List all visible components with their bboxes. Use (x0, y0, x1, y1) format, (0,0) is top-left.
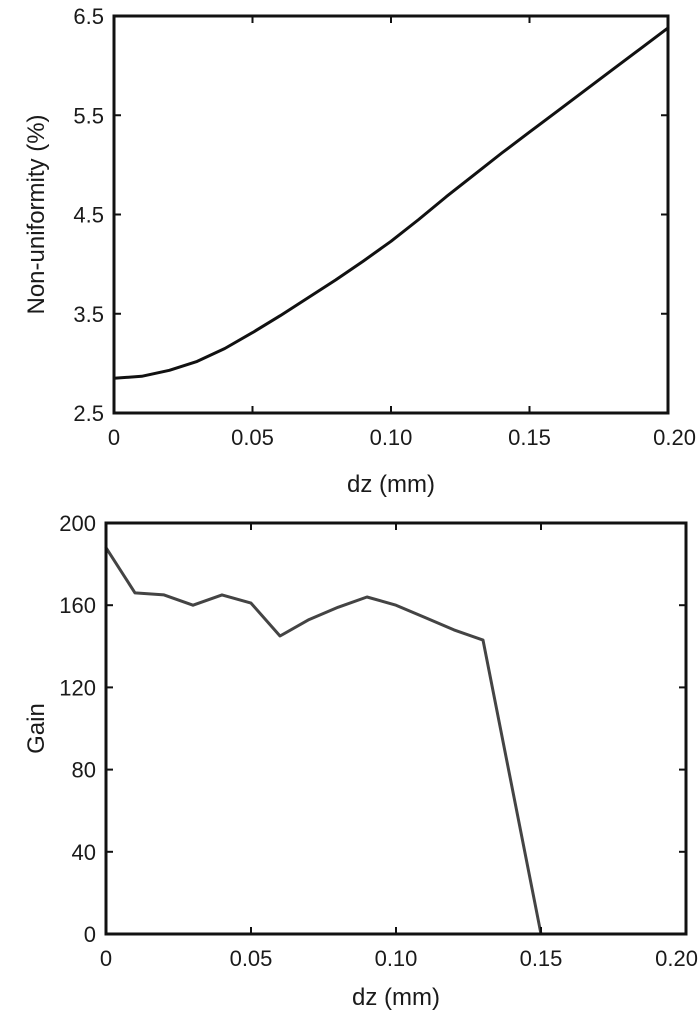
top-y-tick-label: 3.5 (73, 302, 104, 327)
bottom-x-axis-label: dz (mm) (352, 984, 440, 1011)
bottom-x-tick-label: 0.15 (520, 946, 563, 971)
bottom-y-tick-label: 80 (72, 758, 96, 783)
top-x-axis-label: dz (mm) (347, 471, 435, 498)
bottom-y-tick-label: 120 (59, 675, 96, 700)
top-x-tick-label: 0.15 (508, 425, 551, 450)
bottom-y-tick-label: 160 (59, 593, 96, 618)
bottom-x-tick-label: 0 (100, 946, 112, 971)
bottom-x-tick-label: 0.05 (230, 946, 273, 971)
bottom-x-tick-label: 0.10 (375, 946, 418, 971)
bottom-y-tick-label: 40 (72, 840, 96, 865)
top-x-tick-label: 0 (108, 425, 120, 450)
bottom-series-line-0 (104, 546, 543, 936)
top-x-tick-label: 0.10 (370, 425, 413, 450)
bottom-panel: 0 0.05 0.10 0.15 0.20 0 40 80 120 160 200 dz (mm) Ga… (23, 511, 698, 1011)
top-panel: 0 0.05 0.10 0.15 0.20 2.5 3.5 4.5 5.5 6.5 dz (mm) N… (23, 4, 696, 498)
top-y-tick-label: 2.5 (73, 401, 104, 426)
top-series-line-0 (112, 26, 670, 380)
top-y-tick-label: 5.5 (73, 103, 104, 128)
top-plot-frame (112, 14, 670, 415)
bottom-y-axis-label: Gain (23, 703, 50, 754)
bottom-y-tick-label: 0 (84, 922, 96, 947)
top-x-tick-label: 0.05 (231, 425, 274, 450)
top-y-tick-label: 4.5 (73, 203, 104, 228)
bottom-plot-frame (104, 521, 688, 936)
top-x-tick-label: 0.20 (653, 425, 696, 450)
top-y-tick-label: 6.5 (73, 4, 104, 29)
bottom-y-tick-label: 200 (59, 511, 96, 536)
top-y-axis-label: Non-uniformity (%) (23, 114, 50, 314)
bottom-x-tick-label: 0.20 (655, 946, 698, 971)
